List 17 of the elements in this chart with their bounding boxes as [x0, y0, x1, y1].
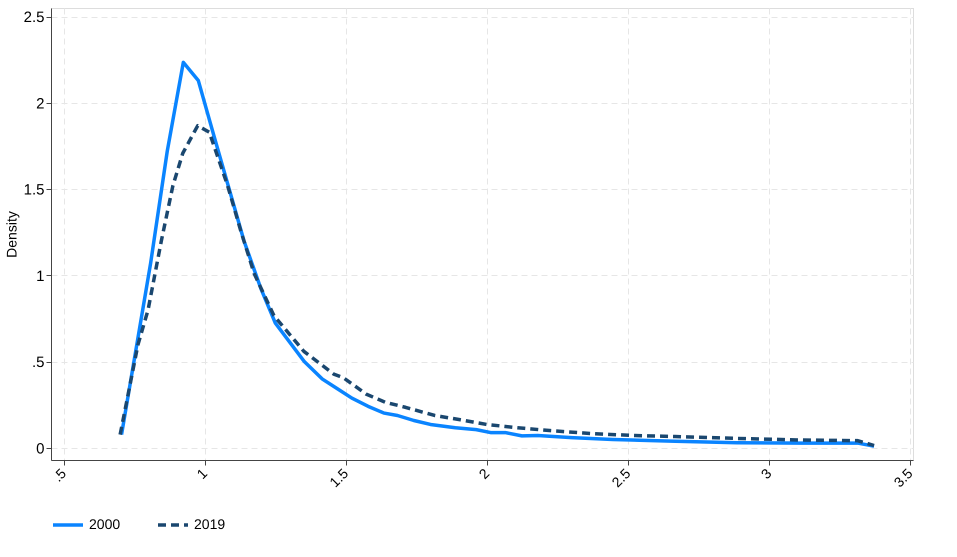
x-tick-label: 3.5 [890, 464, 916, 490]
legend-label: 2019 [194, 516, 226, 532]
y-tick-label: 2 [36, 95, 44, 112]
y-tick-label: .5 [32, 354, 44, 372]
y-tick-label: 2.5 [24, 9, 44, 26]
x-tick-label: 1.5 [326, 464, 352, 490]
y-tick-label: 1 [36, 268, 44, 285]
y-tick-label: 1.5 [24, 182, 44, 199]
legend-label: 2000 [89, 516, 120, 532]
line-series [118, 124, 876, 448]
y-tick-label: 0 [36, 440, 44, 458]
x-tick-label: 1 [193, 464, 210, 482]
x-tick-label: 2.5 [608, 464, 634, 490]
x-tick-label: .5 [50, 464, 70, 485]
x-tick-label: 2 [476, 464, 493, 482]
x-tick-label: 3 [758, 464, 775, 482]
y-axis-title: Density [4, 211, 20, 258]
